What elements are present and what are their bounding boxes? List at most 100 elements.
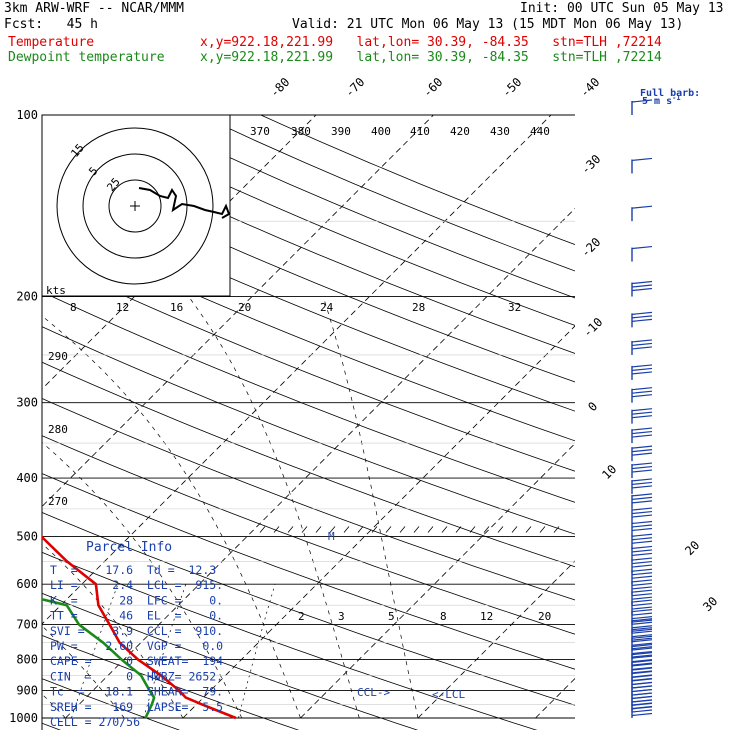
parcel-tick bbox=[343, 526, 350, 533]
moist-adiabat-line bbox=[42, 625, 125, 719]
isotherm-line bbox=[42, 115, 434, 508]
hodograph-ring bbox=[82, 153, 188, 259]
dry-adiabat-line bbox=[42, 435, 575, 635]
dry-adiabat-line bbox=[199, 115, 575, 272]
parcel-tick bbox=[427, 526, 434, 533]
parcel-tick bbox=[553, 526, 560, 533]
wind-barb-flag bbox=[631, 642, 653, 646]
isotherm-line bbox=[42, 115, 552, 625]
pressure-label: 400 bbox=[16, 471, 38, 485]
speed-tick-label: 8 bbox=[70, 301, 77, 314]
wind-barb-flag bbox=[631, 692, 653, 696]
hodograph-units-label: kts bbox=[46, 284, 66, 297]
wind-barb-flag bbox=[631, 311, 653, 315]
wind-barb-flag bbox=[631, 394, 653, 398]
parcel-tick bbox=[315, 526, 322, 533]
wind-barb-flag bbox=[631, 643, 653, 648]
hodograph-ring bbox=[56, 127, 214, 285]
wind-barb-flag bbox=[631, 647, 653, 651]
wind-barb-flag bbox=[631, 615, 653, 620]
wind-barb-flag bbox=[631, 371, 653, 375]
wind-barb-flag bbox=[631, 560, 653, 565]
dry-adiabat-line bbox=[42, 257, 575, 472]
wind-barb-flag bbox=[631, 549, 653, 553]
wind-barb-flag bbox=[631, 452, 653, 456]
isotherm-label: 0 bbox=[585, 399, 600, 414]
parcel-marker-annotation: M bbox=[328, 530, 335, 543]
isotherm-line bbox=[182, 325, 575, 719]
wind-barb-flag bbox=[631, 449, 653, 453]
wind-barb-flag bbox=[631, 315, 653, 319]
isotherm-label: -20 bbox=[578, 235, 603, 260]
wind-barb-flag bbox=[631, 485, 653, 489]
wind-barb-flag bbox=[631, 493, 653, 497]
wind-barb-flag bbox=[631, 478, 653, 482]
isotherm-label: -30 bbox=[578, 152, 603, 177]
wind-barb-flag bbox=[631, 709, 653, 713]
wind-barb-flag bbox=[631, 245, 653, 250]
parcel-info-row: TT = 46 EL = 0. bbox=[50, 609, 223, 623]
barb-legend-title: Full barb: bbox=[640, 88, 700, 99]
dry-adiabat-line bbox=[42, 551, 538, 730]
dry-adiabat-line bbox=[42, 326, 575, 535]
wind-barb-flag bbox=[631, 342, 653, 347]
parcel-info-row: CAPE = 0 SWEAT= 194 bbox=[50, 654, 223, 668]
wind-barb-flag bbox=[631, 524, 653, 528]
wind-barb-flag bbox=[631, 520, 653, 525]
wind-barb-flag bbox=[631, 415, 653, 419]
temperature-profile bbox=[42, 535, 237, 720]
parcel-tick bbox=[273, 526, 280, 533]
dewpoint-legend: Dewpoint temperature bbox=[8, 50, 165, 65]
pressure-label: 300 bbox=[16, 396, 38, 410]
isotherm-line bbox=[300, 442, 575, 719]
wind-barb-flag bbox=[631, 705, 653, 710]
wind-barb-flag bbox=[631, 685, 653, 689]
wind-barb-flag bbox=[631, 599, 653, 603]
theta-label: 280 bbox=[48, 423, 68, 436]
wind-barb-flag bbox=[631, 390, 653, 394]
isotherm-label: 20 bbox=[682, 538, 702, 558]
parcel-tick bbox=[287, 526, 294, 533]
forecast-hour: Fcst: 45 h bbox=[4, 17, 98, 32]
wind-barb-flag bbox=[631, 284, 653, 288]
moist-adiabat-line bbox=[0, 297, 7, 719]
theta-label: 290 bbox=[48, 350, 68, 363]
wind-barb-flag bbox=[631, 628, 653, 632]
isotherm-line bbox=[65, 207, 575, 719]
wind-barb-flag bbox=[631, 596, 653, 600]
wind-barb-flag bbox=[631, 659, 653, 664]
wind-barb-flag bbox=[631, 589, 653, 593]
parcel-tick bbox=[497, 526, 504, 533]
dry-adiabat-line bbox=[42, 190, 575, 412]
isotherm-label: -40 bbox=[577, 75, 602, 100]
isotherm-label: -10 bbox=[580, 315, 605, 340]
theta-label: 430 bbox=[490, 125, 510, 138]
barb-legend-units: 5 m s-1 bbox=[642, 94, 681, 107]
wind-barb-flag bbox=[631, 688, 653, 693]
wind-barb-flag bbox=[631, 496, 653, 500]
wind-barb-flag bbox=[631, 582, 653, 587]
mixing-ratio-label: 8 bbox=[440, 610, 447, 623]
wind-barb-flag bbox=[631, 564, 653, 568]
wind-barb-flag bbox=[631, 514, 653, 518]
wind-barb-flag bbox=[631, 99, 653, 103]
parcel-info-row: K = 28 LFC = 0. bbox=[50, 593, 223, 607]
wind-barb-flag bbox=[631, 618, 653, 622]
wind-barb-flag bbox=[631, 625, 653, 629]
wind-barb-flag bbox=[631, 568, 653, 572]
mixing-ratio-label: 20 bbox=[538, 610, 551, 623]
dry-adiabat-line bbox=[42, 291, 575, 503]
wind-barb-flag bbox=[631, 579, 653, 583]
wind-barb-flag bbox=[631, 646, 653, 650]
wind-barb-flag bbox=[631, 537, 653, 541]
wind-barb-flag bbox=[631, 695, 653, 699]
wind-barb-flag bbox=[631, 364, 653, 368]
wind-barb-flag bbox=[631, 318, 653, 322]
speed-tick-label: 28 bbox=[412, 301, 425, 314]
wind-barb-flag bbox=[631, 469, 653, 473]
theta-label: 440 bbox=[530, 125, 550, 138]
pressure-label: 1000 bbox=[9, 711, 38, 725]
parcel-tick bbox=[441, 526, 448, 533]
wind-barb-flag bbox=[631, 663, 653, 667]
